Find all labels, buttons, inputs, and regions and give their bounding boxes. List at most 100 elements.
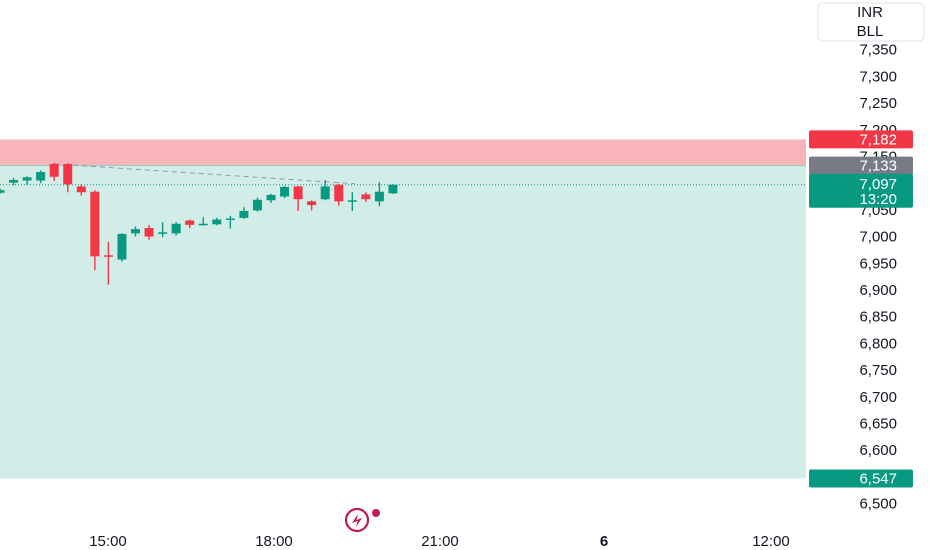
candle-body [198,223,208,226]
currency-line-2: BLL [857,23,884,40]
last-price-tag [809,173,913,208]
price-axis[interactable]: 7,3507,3007,2507,2007,1507,0507,0006,950… [859,42,897,513]
candle-body [63,163,73,185]
candle[interactable] [307,200,317,211]
candle-body [307,201,317,206]
candle[interactable] [239,207,249,219]
candle-body [266,194,276,201]
price-tick-label: 6,650 [859,415,897,432]
price-tick-label: 6,800 [859,335,897,352]
target-price-label: 6,547 [859,470,897,487]
candle[interactable] [388,184,398,194]
candle[interactable] [334,183,344,206]
candle[interactable] [0,188,5,194]
candle[interactable] [198,217,208,226]
candle[interactable] [185,219,195,229]
candle-body [347,200,357,202]
price-tick-label: 6,750 [859,362,897,379]
price-tick-label: 7,000 [859,229,897,246]
candle-body [36,171,46,181]
candle-body [131,229,140,234]
stop-price-tag [809,130,913,149]
candle-body [103,255,113,257]
candle-body [144,228,154,237]
last-price-label: 7,097 [859,176,897,193]
price-tick-label: 6,500 [859,496,897,513]
candle-body [212,219,222,225]
candle[interactable] [63,162,73,193]
time-tick-label: 18:00 [255,533,293,550]
chart-logo-icon [344,507,380,533]
candle-body [158,232,168,234]
candle-body [361,194,371,200]
entry-price-tag [809,156,913,175]
candle[interactable] [347,192,357,211]
candle-body [280,186,290,197]
price-tick-label: 6,850 [859,309,897,326]
stop-price-label: 7,182 [859,131,897,148]
candle-body [374,191,384,202]
target-price-tag [809,469,913,488]
candle[interactable] [49,162,59,182]
time-tick-label: 21:00 [421,533,459,550]
price-tick-label: 6,900 [859,282,897,299]
candle-body [22,177,32,181]
price-tick-label: 6,600 [859,442,897,459]
price-tags: 7,182 7,133 7,097 13:20 6,547 [809,130,913,488]
price-tick-label: 7,250 [859,95,897,112]
time-axis[interactable]: 15:00 18:00 21:00 6 12:00 [89,533,790,550]
currency-selector[interactable]: INR BLL [817,2,925,42]
candle-body [76,186,86,193]
candle[interactable] [225,215,235,229]
candle-body [293,186,303,200]
candle-body [117,233,127,260]
candles [0,162,398,285]
candle[interactable] [131,226,140,237]
candle-body [225,218,235,220]
price-tick-label: 7,300 [859,68,897,85]
candle-body [334,184,344,202]
time-tick-label: 12:00 [752,533,790,550]
candle[interactable] [9,177,19,186]
currency-box-frame [817,2,925,42]
candle[interactable] [22,176,32,185]
candle[interactable] [266,193,276,203]
time-tick-label: 6 [600,533,608,550]
entry-price-label: 7,133 [859,158,897,175]
candle[interactable] [374,182,384,207]
bar-countdown-label: 13:20 [859,191,897,208]
candle-body [252,199,262,211]
time-tick-label: 15:00 [89,533,127,550]
candle[interactable] [90,190,100,271]
candle-body [90,191,100,257]
candle-body [9,179,19,183]
candle[interactable] [117,233,127,262]
candle[interactable] [158,222,168,238]
currency-line-1: INR [857,4,883,21]
candle[interactable] [361,192,371,202]
price-tick-label: 6,700 [859,389,897,406]
stop-loss-zone[interactable] [0,139,806,166]
candle-body [49,163,59,177]
price-tick-label: 7,350 [859,42,897,59]
candle-body [388,184,398,194]
candle-body [171,223,181,234]
candle[interactable] [293,185,303,211]
candle-body [185,220,195,225]
candle[interactable] [144,224,154,240]
candle-body [239,210,249,218]
price-tick-label: 6,950 [859,255,897,272]
candle[interactable] [320,179,330,201]
candle[interactable] [280,185,290,199]
candle[interactable] [103,241,113,285]
candle[interactable] [171,222,181,236]
candle[interactable] [76,184,86,196]
target-zone[interactable] [0,165,806,479]
candle[interactable] [212,217,222,226]
position-zones [0,139,806,479]
candle[interactable] [252,197,262,212]
candle-body [320,186,330,200]
candle[interactable] [36,170,46,184]
